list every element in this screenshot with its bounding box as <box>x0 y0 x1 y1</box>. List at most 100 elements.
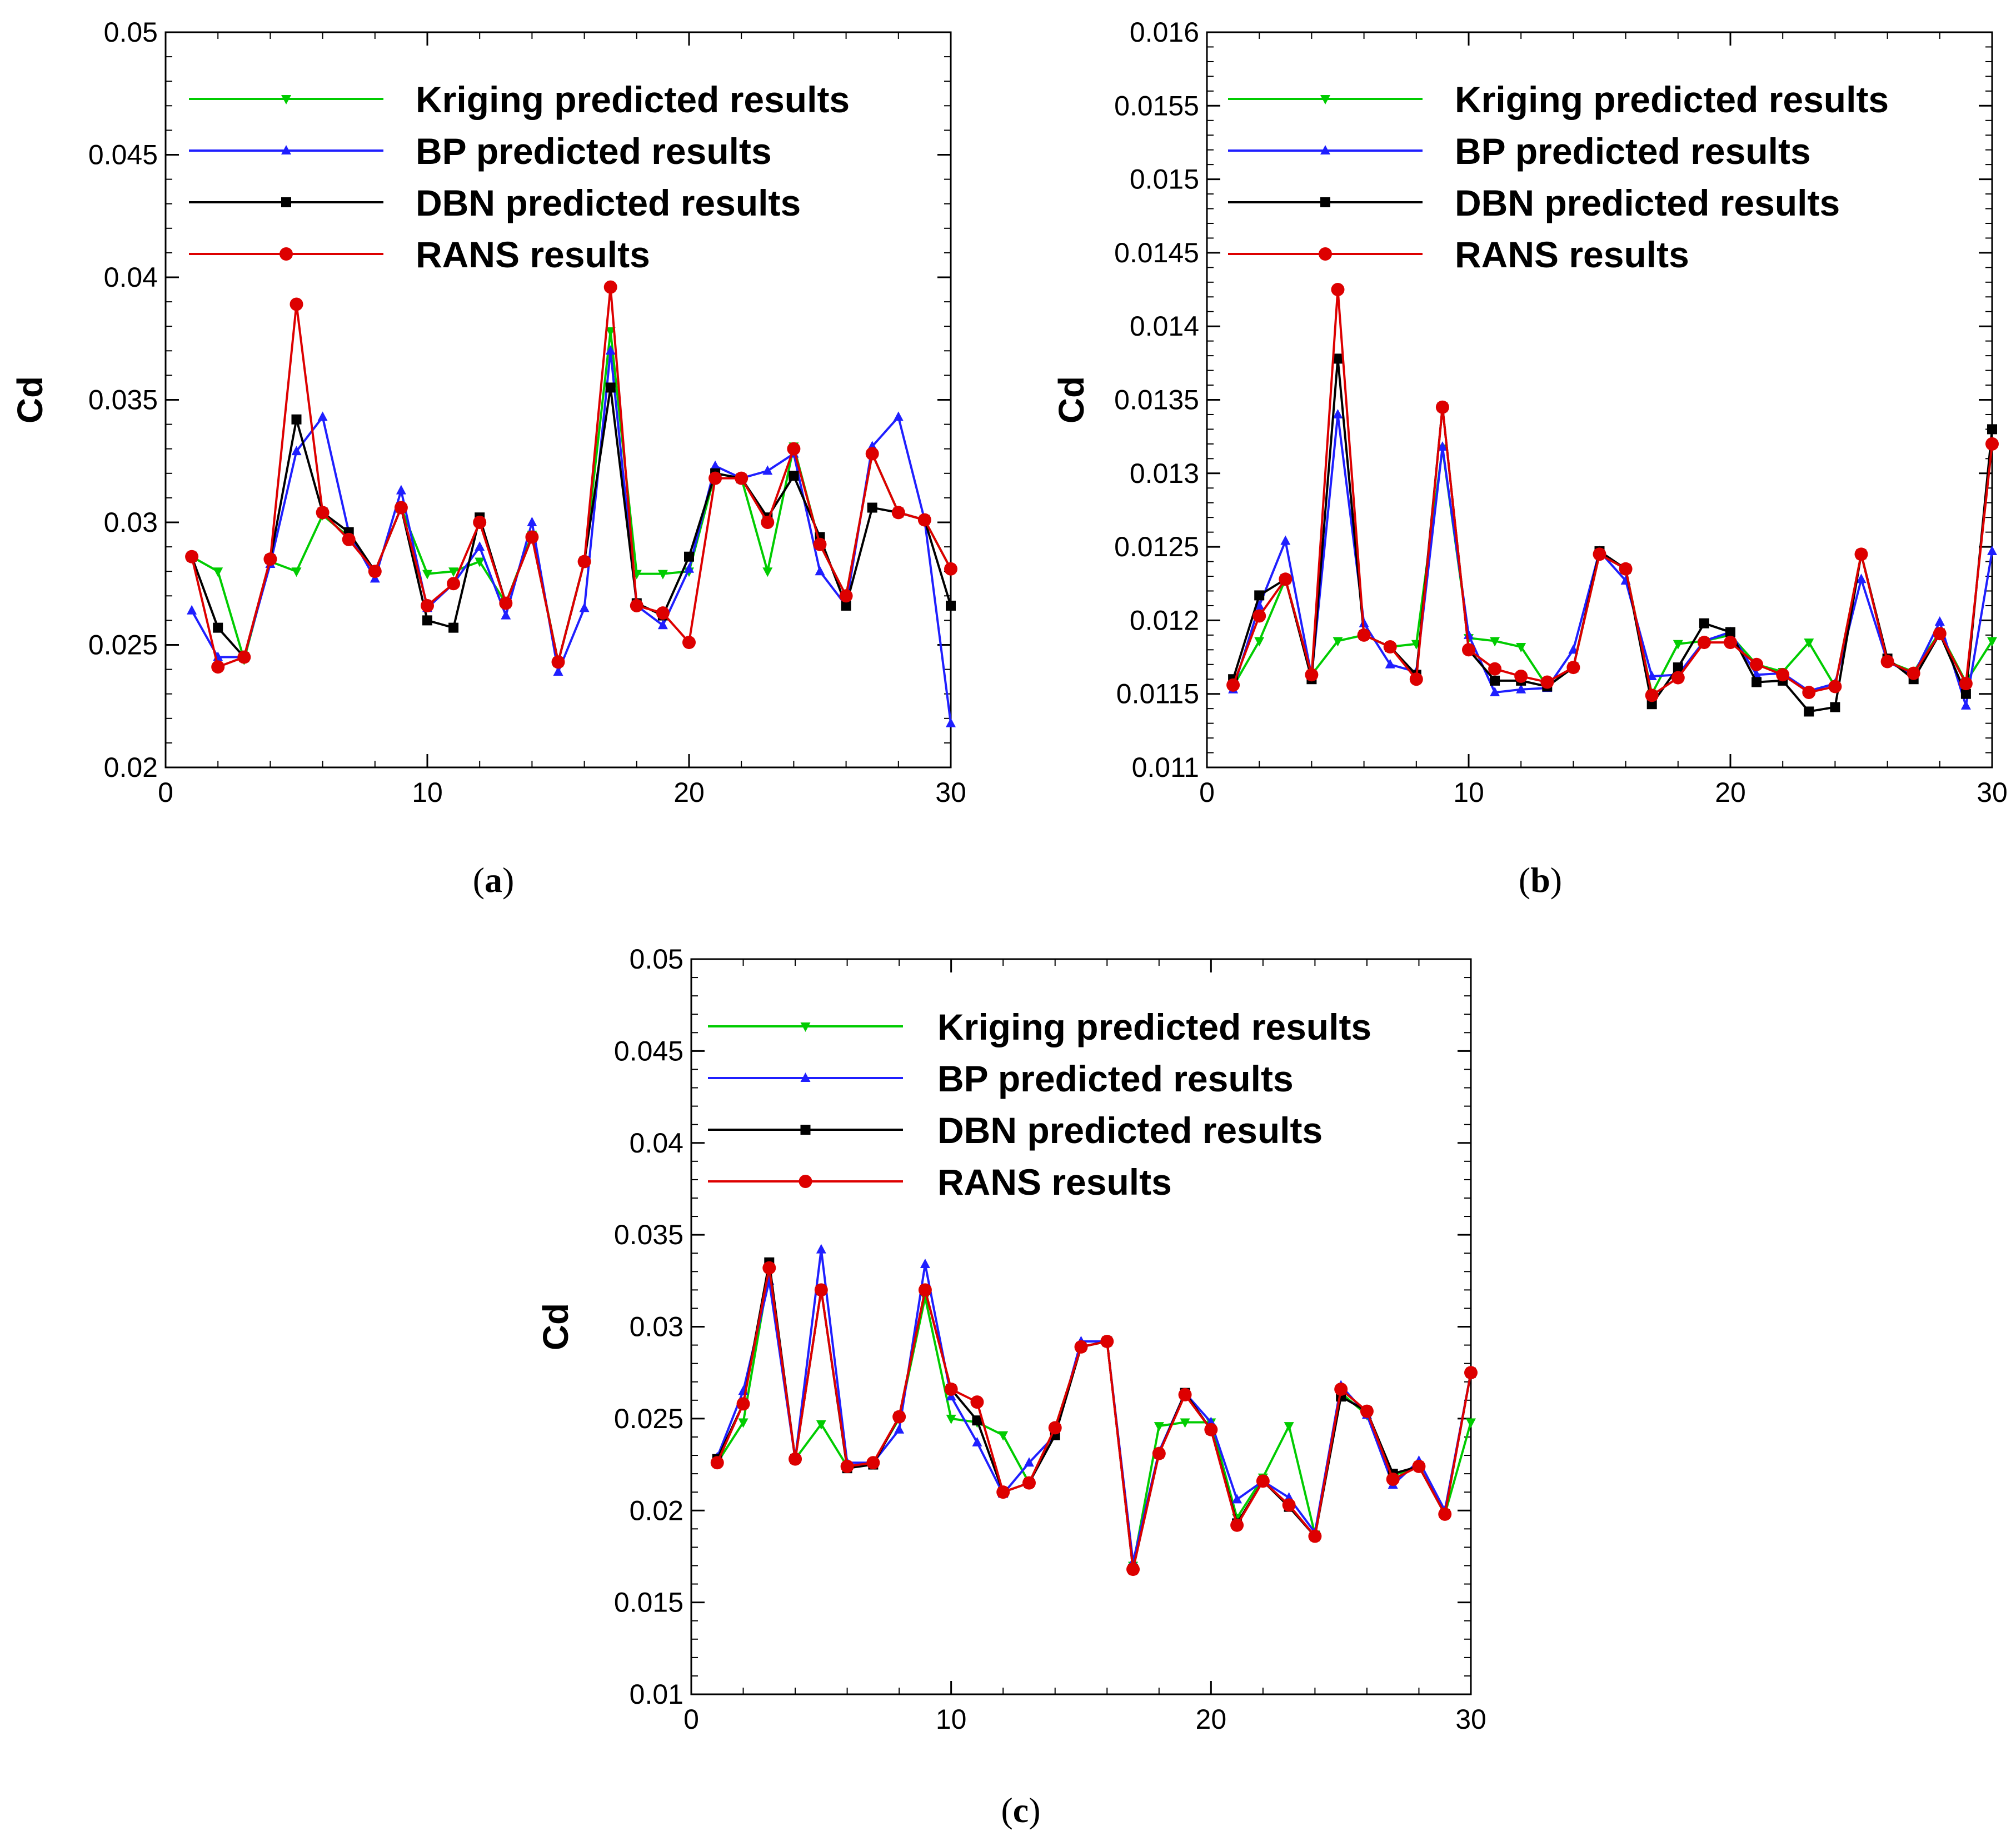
data-point <box>1490 637 1500 647</box>
y-tick-label: 0.015 <box>614 1587 683 1618</box>
y-tick-label: 0.04 <box>104 262 158 293</box>
data-point <box>1282 1498 1296 1512</box>
data-point <box>1022 1476 1036 1490</box>
data-point <box>579 602 590 612</box>
data-point <box>1333 408 1343 418</box>
legend-marker <box>800 1072 811 1082</box>
data-point <box>1466 1418 1476 1428</box>
data-point <box>1334 1382 1348 1396</box>
y-tick-label: 0.05 <box>630 944 683 975</box>
series-line <box>716 1261 1472 1571</box>
data-point <box>237 650 251 664</box>
data-point <box>656 606 670 620</box>
data-point <box>1252 609 1266 623</box>
data-point <box>972 1415 982 1426</box>
data-point <box>1435 400 1449 414</box>
legend: Kriging predicted results BP predicted re… <box>708 1006 1371 1203</box>
y-tick-label: 0.04 <box>630 1127 683 1159</box>
data-point <box>866 1456 880 1470</box>
legend-label: BP predicted results <box>416 131 772 172</box>
x-tick-label: 0 <box>158 777 173 808</box>
data-point <box>841 600 851 611</box>
data-point <box>1357 628 1371 642</box>
y-tick-label: 0.02 <box>630 1495 683 1526</box>
y-tick-label: 0.0135 <box>1114 385 1199 416</box>
data-point <box>1830 702 1840 712</box>
data-point <box>684 563 694 573</box>
series-line <box>191 350 952 724</box>
data-point <box>839 589 853 603</box>
y-axis-label: Cd <box>536 1303 576 1350</box>
series-dbn-predicted-results <box>187 382 956 667</box>
data-point <box>840 1459 854 1473</box>
data-point <box>789 1452 802 1466</box>
data-point <box>891 506 905 520</box>
caption-open-paren: ( <box>473 860 485 900</box>
data-point <box>1152 1446 1166 1460</box>
data-point <box>605 382 616 393</box>
y-tick-label: 0.0155 <box>1114 90 1199 121</box>
data-point <box>1671 671 1685 685</box>
data-point <box>735 471 748 485</box>
legend: Kriging predicted results BP predicted re… <box>189 79 850 275</box>
x-tick-label: 10 <box>412 777 443 808</box>
data-point <box>813 537 827 551</box>
legend-label: RANS results <box>1455 234 1689 275</box>
y-tick-label: 0.0125 <box>1114 531 1199 562</box>
data-point <box>1516 643 1526 653</box>
data-point <box>187 605 197 615</box>
y-tick-label: 0.035 <box>88 385 158 416</box>
data-point <box>944 1382 958 1396</box>
data-point <box>1514 669 1528 683</box>
data-point <box>1856 573 1867 583</box>
data-point <box>1959 677 1973 691</box>
data-point <box>1360 1404 1374 1418</box>
data-point <box>1331 283 1345 297</box>
legend-marker <box>799 1175 812 1188</box>
legend-label: BP predicted results <box>1455 131 1811 172</box>
data-point <box>867 502 877 513</box>
data-point <box>1308 1529 1322 1543</box>
data-point <box>762 1261 776 1275</box>
y-tick-label: 0.035 <box>614 1219 683 1250</box>
data-point <box>1385 658 1395 668</box>
data-point <box>761 516 775 529</box>
data-point <box>1593 547 1606 561</box>
data-point <box>816 1244 826 1254</box>
x-tick-label: 20 <box>673 777 705 808</box>
data-point <box>263 552 277 566</box>
data-point <box>1204 1423 1218 1436</box>
data-point <box>1280 535 1291 545</box>
y-tick-label: 0.015 <box>1130 164 1199 195</box>
y-tick-label: 0.0115 <box>1116 678 1199 710</box>
data-point <box>762 567 773 577</box>
data-point <box>1048 1421 1062 1435</box>
x-tick-label: 20 <box>1196 1704 1227 1735</box>
x-tick-label: 30 <box>1455 1704 1486 1735</box>
caption-close-paren: ) <box>1550 860 1562 900</box>
data-point <box>342 532 356 546</box>
y-tick-label: 0.05 <box>104 17 158 48</box>
legend-label: Kriging predicted results <box>937 1006 1371 1047</box>
data-point <box>684 551 694 562</box>
data-point <box>710 460 721 470</box>
data-point <box>1333 637 1343 647</box>
data-point <box>394 501 408 515</box>
series-rans-results <box>1226 283 1999 702</box>
data-point <box>892 1410 906 1424</box>
data-point <box>1751 677 1762 687</box>
data-point <box>1254 600 1265 610</box>
data-point <box>211 660 225 674</box>
data-point <box>1490 675 1500 686</box>
data-point <box>1180 1418 1190 1428</box>
x-tick-label: 10 <box>1453 777 1484 808</box>
data-point <box>605 345 616 355</box>
y-tick-label: 0.011 <box>1132 752 1199 783</box>
data-point <box>816 1420 826 1430</box>
data-point <box>1412 1459 1426 1473</box>
data-point <box>1725 627 1735 637</box>
legend-marker <box>800 1022 811 1032</box>
data-point <box>1024 1457 1034 1467</box>
data-point <box>1697 636 1711 650</box>
